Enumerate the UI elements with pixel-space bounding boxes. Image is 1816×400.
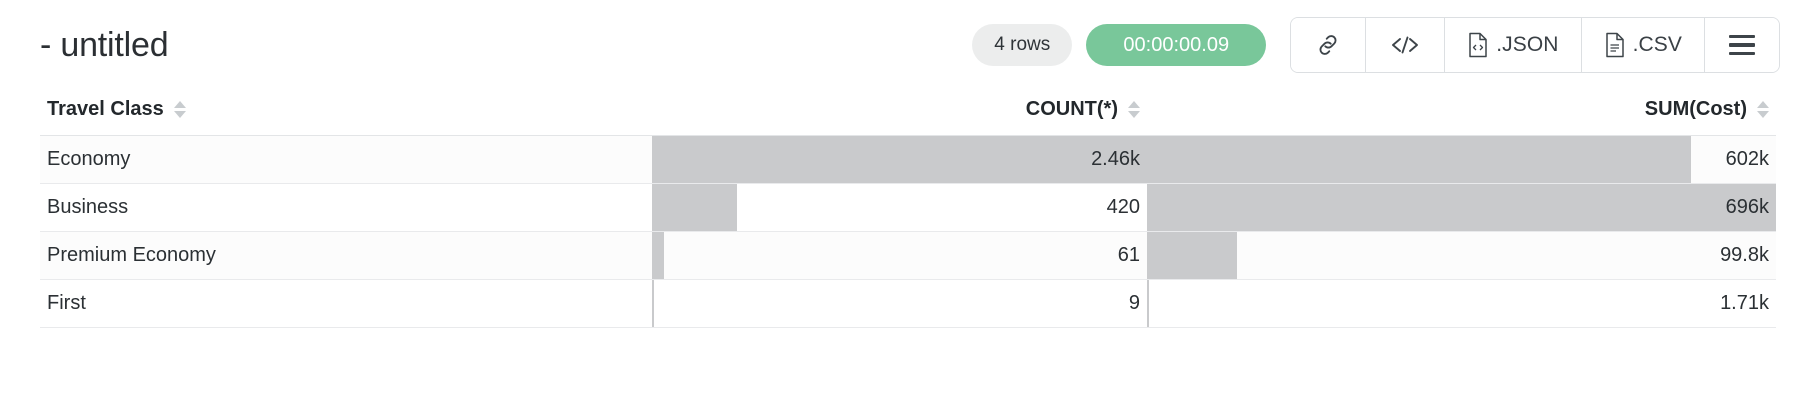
value-bar <box>652 232 665 279</box>
cell-value: 61 <box>1117 244 1140 266</box>
column-header-sum-cost[interactable]: SUM(Cost) <box>1147 90 1776 136</box>
table-row[interactable]: Business 420 696k <box>40 183 1776 232</box>
cell-value: Business <box>47 196 129 218</box>
cell-travel-class: Premium Economy <box>40 231 652 280</box>
cell-count: 9 <box>652 279 1147 328</box>
column-header-label: COUNT(*) <box>1025 98 1118 120</box>
cell-sum-cost: 1.71k <box>1147 279 1776 328</box>
sort-icon[interactable] <box>173 101 186 118</box>
sort-icon[interactable] <box>1128 101 1140 118</box>
results-table-wrapper: Travel Class COUNT(*) SUM(Cost) <box>0 90 1816 328</box>
cell-count: 420 <box>652 183 1147 232</box>
code-icon <box>1390 34 1420 56</box>
cell-value: 1.71k <box>1720 292 1769 314</box>
export-csv-label: .CSV <box>1632 33 1682 56</box>
csv-file-icon <box>1604 32 1626 58</box>
value-bar <box>1147 184 1776 231</box>
cell-value: Economy <box>47 148 131 170</box>
code-view-button[interactable] <box>1366 18 1446 72</box>
cell-travel-class: First <box>40 279 652 328</box>
table-body: Economy 2.46k 602k Business 420 696k Premium E… <box>40 135 1776 328</box>
json-file-icon <box>1467 32 1489 58</box>
value-bar <box>652 136 1147 183</box>
cell-value: Premium Economy <box>47 244 216 266</box>
cell-count: 2.46k <box>652 135 1147 184</box>
hamburger-icon <box>1729 34 1755 56</box>
export-csv-button[interactable]: .CSV <box>1581 18 1705 72</box>
cell-value: 9 <box>1128 292 1140 314</box>
sort-icon[interactable] <box>1757 101 1769 118</box>
cell-sum-cost: 602k <box>1147 135 1776 184</box>
export-json-button[interactable]: .JSON <box>1445 18 1582 72</box>
menu-button[interactable] <box>1705 18 1779 72</box>
cell-value: 696k <box>1725 196 1769 218</box>
export-json-label: .JSON <box>1496 33 1559 56</box>
results-table: Travel Class COUNT(*) SUM(Cost) <box>40 90 1776 328</box>
cell-count: 61 <box>652 231 1147 280</box>
table-row[interactable]: First 9 1.71k <box>40 279 1776 328</box>
cell-value: 420 <box>1106 196 1140 218</box>
cell-sum-cost: 99.8k <box>1147 231 1776 280</box>
cell-travel-class: Economy <box>40 135 652 184</box>
table-row[interactable]: Premium Economy 61 99.8k <box>40 231 1776 280</box>
cell-travel-class: Business <box>40 183 652 232</box>
cell-value: First <box>47 292 86 314</box>
value-bar <box>652 184 737 231</box>
column-header-label: Travel Class <box>47 98 164 120</box>
cell-value: 2.46k <box>1091 148 1140 170</box>
column-header-count[interactable]: COUNT(*) <box>652 90 1147 136</box>
link-icon <box>1315 32 1341 58</box>
table-header-row: Travel Class COUNT(*) SUM(Cost) <box>40 90 1776 136</box>
panel-header: - untitled 4 rows 00:00:00.09 <box>0 0 1816 90</box>
value-bar <box>1147 280 1149 327</box>
row-count-badge: 4 rows <box>972 24 1073 66</box>
value-bar <box>1147 136 1692 183</box>
cell-sum-cost: 696k <box>1147 183 1776 232</box>
column-header-travel-class[interactable]: Travel Class <box>40 90 652 136</box>
value-bar <box>1147 232 1237 279</box>
query-timer-badge: 00:00:00.09 <box>1086 24 1267 66</box>
header-actions: 4 rows 00:00:00.09 <box>972 17 1780 73</box>
column-header-label: SUM(Cost) <box>1644 98 1747 120</box>
share-link-button[interactable] <box>1291 18 1367 72</box>
value-bar <box>652 280 654 327</box>
cell-value: 602k <box>1725 148 1769 170</box>
cell-value: 99.8k <box>1720 244 1769 266</box>
table-row[interactable]: Economy 2.46k 602k <box>40 135 1776 184</box>
export-button-group: .JSON .CSV <box>1290 17 1780 73</box>
page-title: - untitled <box>40 25 169 64</box>
